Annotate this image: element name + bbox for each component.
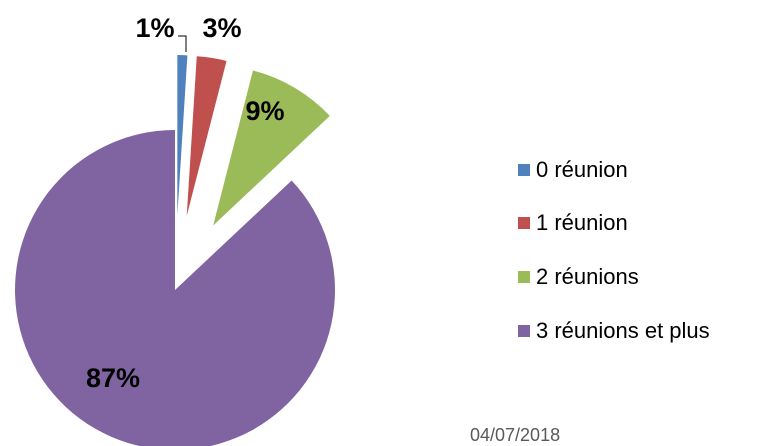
data-label: 87% — [86, 363, 140, 393]
pie-slice — [177, 55, 188, 216]
legend-label: 1 réunion — [536, 210, 628, 235]
data-label: 1% — [135, 13, 174, 43]
legend-swatch — [518, 271, 530, 283]
pie-slice — [15, 130, 335, 446]
legend-swatch — [518, 325, 530, 337]
legend-swatch — [518, 217, 530, 229]
footer-date: 04/07/2018 — [470, 425, 560, 445]
legend-label: 2 réunions — [536, 264, 639, 289]
pie-slice — [213, 70, 330, 226]
data-label: 9% — [245, 96, 284, 126]
pie-slice — [186, 56, 227, 216]
leader-line — [178, 35, 187, 52]
legend-swatch — [518, 164, 530, 176]
legend-label: 0 réunion — [536, 157, 628, 182]
legend-label: 3 réunions et plus — [536, 318, 710, 343]
data-label: 3% — [202, 13, 241, 43]
